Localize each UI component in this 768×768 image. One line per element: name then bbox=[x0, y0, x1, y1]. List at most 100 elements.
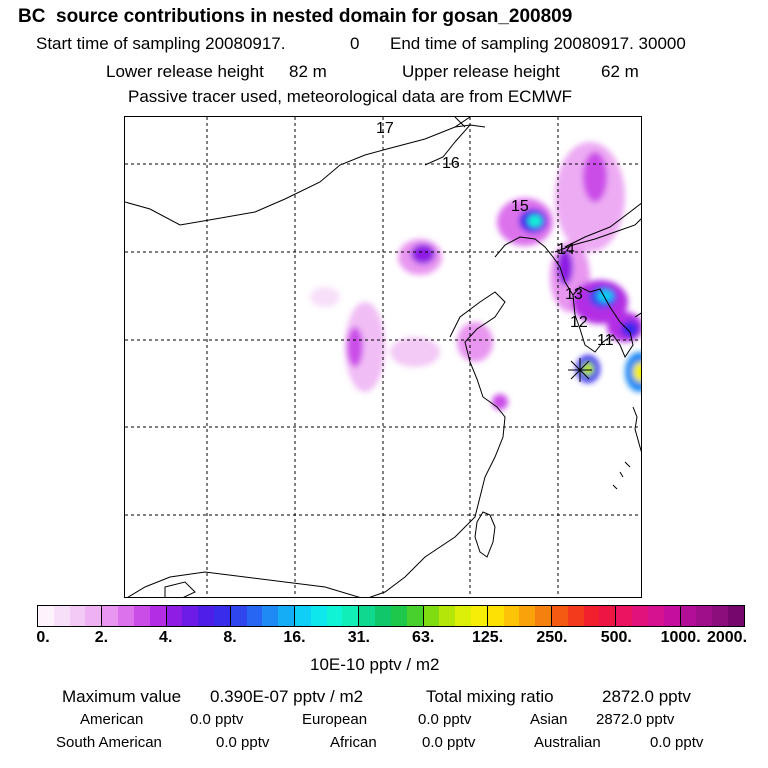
south-american-value: 0.0 pptv bbox=[216, 734, 270, 751]
japan-coast bbox=[634, 312, 641, 318]
colorbar-swatch bbox=[102, 606, 119, 626]
colorbar-swatch bbox=[599, 606, 617, 626]
colorbar-swatch bbox=[342, 606, 360, 626]
start-time-value: 0 bbox=[350, 34, 360, 53]
colorbar-swatch bbox=[246, 606, 263, 626]
total-mixing-label: Total mixing ratio bbox=[426, 687, 554, 706]
map-canvas: 17 16 15 14 13 12 11 bbox=[125, 117, 641, 597]
colorbar-swatch bbox=[262, 606, 279, 626]
day-label-14: 14 bbox=[557, 241, 575, 258]
european-value: 0.0 pptv bbox=[418, 711, 472, 728]
plume-south-4 bbox=[310, 287, 340, 307]
day-label-12: 12 bbox=[570, 314, 588, 331]
colorbar-swatch bbox=[680, 606, 697, 626]
upper-release-value: 62 m bbox=[601, 62, 639, 81]
plume-north-inner bbox=[583, 152, 607, 202]
release-site-marker bbox=[568, 358, 592, 382]
plume-south-1 bbox=[390, 337, 440, 367]
plume-east-inner bbox=[621, 321, 639, 337]
colorbar-swatch bbox=[470, 606, 488, 626]
colorbar-tick-label: 2000. bbox=[706, 629, 748, 646]
american-value: 0.0 pptv bbox=[190, 711, 244, 728]
colorbar-tick-label: 2. bbox=[94, 629, 109, 646]
colorbar-swatch bbox=[295, 606, 311, 626]
map-panel: 17 16 15 14 13 12 11 bbox=[124, 116, 642, 598]
colorbar-tick-label: 250. bbox=[536, 629, 568, 646]
russia-coast bbox=[564, 202, 641, 248]
plume-west-inner bbox=[411, 244, 435, 264]
kyushu-islands bbox=[632, 406, 641, 453]
colorbar-swatch bbox=[519, 606, 536, 626]
colorbar-swatch bbox=[552, 606, 568, 626]
lat-lon-grid bbox=[125, 117, 641, 597]
lower-release-value: 82 m bbox=[289, 62, 327, 81]
colorbar-units: 10E-10 pptv / m2 bbox=[310, 655, 440, 674]
bohai-coast bbox=[494, 236, 574, 296]
colorbar-tick-label: 500. bbox=[600, 629, 632, 646]
max-value-label: Maximum value bbox=[62, 687, 182, 706]
australian-label: Australian bbox=[534, 734, 601, 751]
colorbar-swatch bbox=[149, 606, 167, 626]
marker-stroke-d2 bbox=[570, 360, 590, 380]
map-title: BC source contributions in nested domain… bbox=[18, 6, 573, 27]
colorbar-swatch bbox=[182, 606, 199, 626]
lower-release-label: Lower release height bbox=[106, 62, 264, 81]
south-american-label: South American bbox=[56, 734, 162, 751]
day-label-17: 17 bbox=[376, 120, 394, 137]
korea-north-border bbox=[554, 218, 641, 253]
colorbar-swatch bbox=[583, 606, 600, 626]
colorbar-swatch bbox=[230, 606, 247, 626]
african-value: 0.0 pptv bbox=[422, 734, 476, 751]
plume-south-3 bbox=[492, 394, 508, 410]
colorbar-swatch bbox=[439, 606, 456, 626]
colorbar-swatch bbox=[390, 606, 407, 626]
tracer-note: Passive tracer used, meteorological data… bbox=[128, 87, 573, 106]
colorbar-swatch bbox=[632, 606, 648, 626]
colorbar-swatch bbox=[616, 606, 633, 626]
colorbar-swatch bbox=[503, 606, 520, 626]
colorbar-swatch bbox=[213, 606, 231, 626]
colorbar-tick-label: 4. bbox=[159, 629, 173, 646]
colorbar-swatch bbox=[696, 606, 713, 626]
colorbar-swatch bbox=[53, 606, 70, 626]
day-label-13: 13 bbox=[565, 286, 583, 303]
american-label: American bbox=[80, 711, 144, 728]
colorbar-swatch bbox=[166, 606, 183, 626]
colorbar-tick-label: 31. bbox=[347, 629, 370, 646]
colorbar-swatch bbox=[647, 606, 664, 626]
taiwan-island bbox=[474, 511, 496, 558]
australian-value: 0.0 pptv bbox=[650, 734, 704, 751]
coastlines bbox=[125, 117, 641, 597]
colorbar-swatch bbox=[85, 606, 103, 626]
day-label-11: 11 bbox=[597, 332, 614, 349]
colorbar-swatch bbox=[278, 606, 295, 626]
total-mixing-value: 2872.0 pptv bbox=[602, 687, 691, 706]
colorbar-swatch bbox=[375, 606, 391, 626]
colorbar-swatch bbox=[310, 606, 327, 626]
asian-label: Asian bbox=[530, 711, 568, 728]
colorbar-swatch bbox=[118, 606, 134, 626]
african-label: African bbox=[330, 734, 377, 751]
colorbar-swatch bbox=[359, 606, 376, 626]
colorbar-swatch bbox=[663, 606, 681, 626]
colorbar-tick-label: 125. bbox=[471, 629, 504, 646]
colorbar-swatch bbox=[712, 606, 728, 626]
asian-value: 2872.0 pptv bbox=[596, 711, 675, 728]
hainan-island bbox=[164, 581, 196, 597]
colorbar-swatch bbox=[535, 606, 552, 626]
colorbar-tick-label: 16. bbox=[283, 629, 306, 646]
end-time-label: End time of sampling 20080917. 30000 bbox=[390, 34, 686, 53]
plume-interior-inner bbox=[347, 327, 363, 367]
colorbar-swatch bbox=[38, 606, 54, 626]
colorbar-tick-label: 1000. bbox=[660, 629, 701, 646]
colorbar-swatch bbox=[727, 606, 744, 626]
colorbar-swatch bbox=[487, 606, 504, 626]
day-label-16: 16 bbox=[442, 155, 460, 172]
colorbar-swatch bbox=[455, 606, 471, 626]
colorbar-swatch bbox=[198, 606, 214, 626]
colorbar-tick-label: 8. bbox=[223, 629, 237, 646]
colorbar-swatch bbox=[423, 606, 440, 626]
colorbar-swatch bbox=[406, 606, 424, 626]
upper-release-label: Upper release height bbox=[402, 62, 560, 81]
plume-edge-core bbox=[633, 362, 641, 382]
